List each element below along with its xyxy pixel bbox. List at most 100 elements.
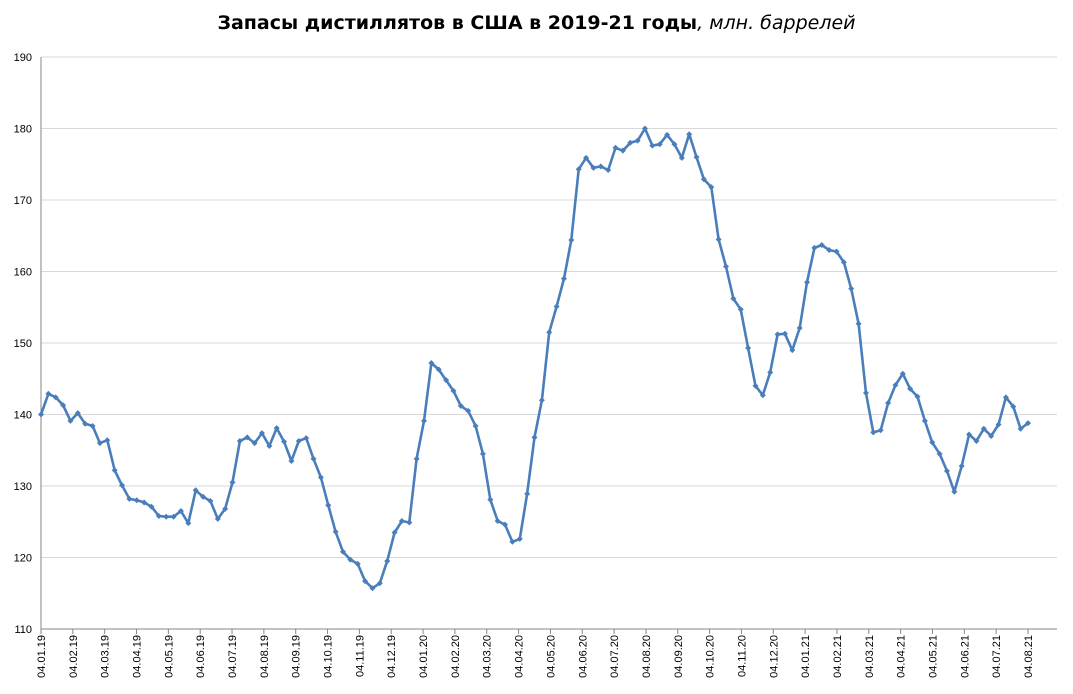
data-point (560, 275, 567, 282)
data-point (141, 499, 148, 506)
data-point (899, 370, 906, 377)
data-point (1002, 394, 1009, 401)
data-point (597, 163, 604, 170)
data-point (870, 429, 877, 436)
data-point (612, 144, 619, 151)
data-point (443, 377, 450, 384)
data-point (266, 442, 273, 449)
data-point (723, 263, 730, 270)
data-point (737, 306, 744, 313)
data-point (207, 498, 214, 505)
data-point (494, 518, 501, 525)
x-tick-label: 04.01.19 (36, 635, 48, 678)
data-point (745, 345, 752, 352)
data-point (229, 479, 236, 486)
x-tick-label: 04.06.19 (195, 635, 207, 678)
y-tick-label: 140 (14, 410, 32, 422)
data-point (317, 474, 324, 481)
y-tick-label: 190 (14, 52, 32, 64)
data-point (877, 427, 884, 434)
data-point (465, 407, 472, 414)
data-point (192, 487, 199, 494)
data-point (583, 154, 590, 161)
data-point (546, 329, 553, 336)
data-point (885, 400, 892, 407)
data-point (435, 366, 442, 373)
x-tick-label: 04.05.19 (163, 635, 175, 678)
data-point (936, 450, 943, 457)
data-point (413, 455, 420, 462)
x-tick-label: 04.04.21 (896, 635, 908, 678)
chart-title-unit: , млн. баррелей (697, 12, 856, 34)
data-point (995, 421, 1002, 428)
data-point (634, 137, 641, 144)
data-point (980, 425, 987, 432)
data-point (288, 457, 295, 464)
data-point (641, 125, 648, 132)
x-tick-label: 04.10.19 (323, 635, 335, 678)
data-point (236, 437, 243, 444)
data-point (111, 467, 118, 474)
x-tick-label: 04.01.21 (800, 635, 812, 678)
data-point (177, 508, 184, 515)
x-tick-label: 04.03.21 (864, 635, 876, 678)
data-point (811, 244, 818, 251)
data-point (60, 402, 67, 409)
y-tick-label: 120 (14, 553, 32, 565)
x-tick-label: 04.07.19 (227, 635, 239, 678)
data-point (951, 488, 958, 495)
y-tick-label: 110 (14, 624, 32, 636)
x-tick-label: 04.05.21 (927, 635, 939, 678)
x-tick-label: 04.02.20 (450, 635, 462, 678)
data-point (222, 505, 229, 512)
data-point (627, 139, 634, 146)
data-point (398, 518, 405, 525)
data-point (958, 462, 965, 469)
x-tick-label: 04.09.20 (673, 635, 685, 678)
data-point (907, 385, 914, 392)
data-point (708, 184, 715, 191)
data-point (509, 538, 516, 545)
x-tick-label: 04.08.19 (259, 635, 271, 678)
data-point (384, 558, 391, 565)
data-point (170, 513, 177, 520)
y-tick-label: 180 (14, 124, 32, 136)
data-point (479, 450, 486, 457)
x-tick-label: 04.02.21 (832, 635, 844, 678)
data-point (332, 528, 339, 535)
data-point (200, 493, 207, 500)
data-point (833, 248, 840, 255)
data-point (759, 392, 766, 399)
data-point (693, 154, 700, 161)
data-point (774, 331, 781, 338)
x-tick-label: 04.02.19 (68, 635, 80, 678)
data-point (450, 387, 457, 394)
data-point (700, 176, 707, 183)
chart-title: Запасы дистиллятов в США в 2019-21 годы,… (0, 12, 1073, 34)
data-point (244, 434, 251, 441)
data-point (258, 430, 265, 437)
data-point (74, 410, 81, 417)
data-point (892, 382, 899, 389)
x-tick-label: 04.03.20 (482, 635, 494, 678)
data-point (531, 434, 538, 441)
data-point (339, 548, 346, 555)
data-point (1025, 420, 1031, 427)
data-point (472, 422, 479, 429)
data-point (502, 521, 509, 528)
data-point (649, 142, 656, 149)
data-point (921, 417, 928, 424)
data-point (347, 556, 354, 563)
data-point (362, 578, 369, 585)
data-point (89, 422, 96, 429)
data-point (966, 431, 973, 438)
data-point (789, 347, 796, 354)
data-point (988, 432, 995, 439)
x-tick-label: 04.08.20 (641, 635, 653, 678)
data-point (96, 440, 103, 447)
data-point (325, 502, 332, 509)
data-point (781, 330, 788, 337)
data-point (568, 237, 575, 244)
x-tick-label: 04.07.21 (991, 635, 1003, 678)
